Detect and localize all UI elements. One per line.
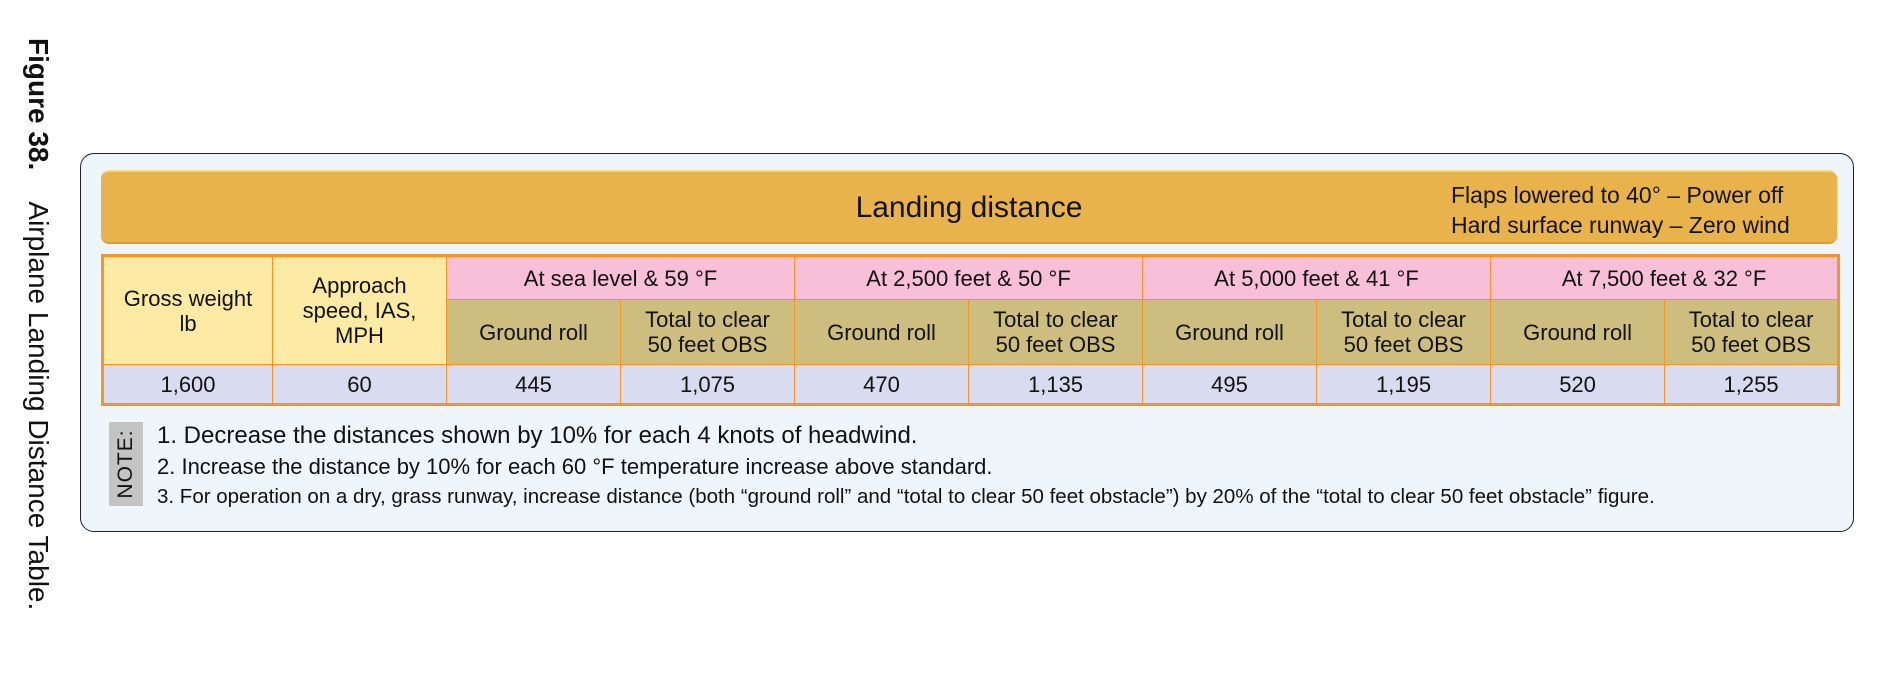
header-ground-roll: Ground roll <box>1142 299 1318 365</box>
figure-number: Figure 38. <box>23 38 54 171</box>
cell-gross-weight: 1,600 <box>102 364 273 405</box>
figure-caption: Figure 38. Airplane Landing Distance Tab… <box>22 38 54 610</box>
note-item: 1. Decrease the distances shown by 10% f… <box>157 422 918 449</box>
header-total-clear: Total to clear 50 feet OBS <box>1316 299 1492 365</box>
header-altitude-5000: At 5,000 feet & 41 °F <box>1142 255 1492 300</box>
header-altitude-2500: At 2,500 feet & 50 °F <box>794 255 1144 300</box>
table-title: Landing distance <box>855 191 1083 224</box>
cell-sea-level-total-clear: 1,075 <box>619 364 796 405</box>
cell-5000-total-clear: 1,195 <box>1316 364 1492 405</box>
header-total-clear: Total to clear 50 feet OBS <box>968 299 1144 365</box>
table-row: 1,600 60 445 1,075 470 1,135 495 1,195 5… <box>102 364 1840 405</box>
header-ground-roll: Ground roll <box>794 299 970 365</box>
cell-5000-ground-roll: 495 <box>1142 364 1318 405</box>
header-altitude-sea-level: At sea level & 59 °F <box>445 255 796 300</box>
condition-runway: Hard surface runway – Zero wind <box>1451 212 1790 238</box>
notes-list: 1. Decrease the distances shown by 10% f… <box>157 420 1655 512</box>
cell-7500-total-clear: 1,255 <box>1664 364 1840 405</box>
cell-2500-ground-roll: 470 <box>794 364 970 405</box>
note-item: 2. Increase the distance by 10% for each… <box>157 454 993 479</box>
header-row-subcolumns: Ground roll Total to clear 50 feet OBS G… <box>103 299 1840 365</box>
title-conditions: Flaps lowered to 40° – Power off Hard su… <box>1451 180 1790 240</box>
note-item: 3. For operation on a dry, grass runway,… <box>157 485 1655 508</box>
header-total-clear: Total to clear 50 feet OBS <box>1664 299 1840 365</box>
title-bar: Landing distance Flaps lowered to 40° – … <box>101 170 1837 244</box>
figure-spacer <box>23 178 54 194</box>
cell-7500-ground-roll: 520 <box>1490 364 1666 405</box>
header-ground-roll: Ground roll <box>446 299 621 365</box>
header-altitude-7500: At 7,500 feet & 32 °F <box>1490 255 1840 300</box>
condition-flaps: Flaps lowered to 40° – Power off <box>1451 182 1784 208</box>
header-ground-roll: Ground roll <box>1490 299 1666 365</box>
figure-title: Airplane Landing Distance Table. <box>23 201 54 611</box>
landing-distance-table: Gross weight lb Approach speed, IAS, MPH… <box>101 254 1841 406</box>
cell-sea-level-ground-roll: 445 <box>446 364 621 405</box>
cell-2500-total-clear: 1,135 <box>968 364 1144 405</box>
header-gross-weight: Gross weight lb <box>102 255 273 365</box>
header-approach-speed: Approach speed, IAS, MPH <box>272 255 447 365</box>
note-label-text: NOTE: <box>114 429 137 499</box>
cell-approach-speed: 60 <box>272 364 447 405</box>
header-total-clear: Total to clear 50 feet OBS <box>619 299 796 365</box>
header-row-altitudes: Gross weight lb Approach speed, IAS, MPH… <box>102 255 1840 365</box>
landing-distance-panel: Landing distance Flaps lowered to 40° – … <box>80 153 1854 532</box>
note-label: NOTE: <box>109 422 143 506</box>
